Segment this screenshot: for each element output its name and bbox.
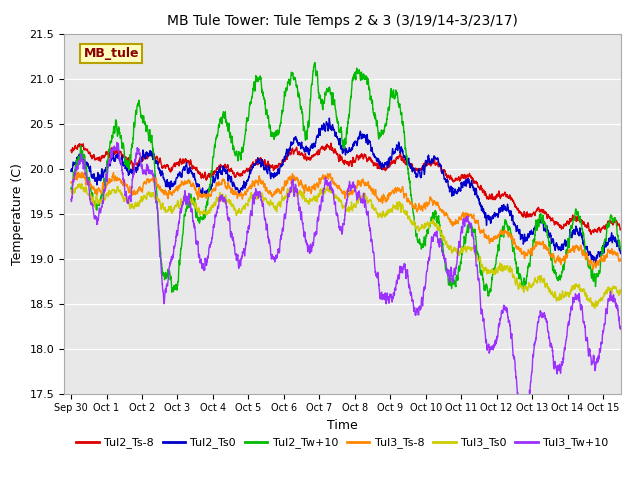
Tul3_Tw+10 xyxy=(67,196,75,202)
Tul3_Tw+10 xyxy=(516,408,524,414)
X-axis label: Time: Time xyxy=(327,419,358,432)
Tul3_Ts0 xyxy=(607,289,614,295)
Tul3_Ts-8 xyxy=(74,169,82,175)
Tul3_Tw+10 xyxy=(547,342,555,348)
Tul2_Ts-8 xyxy=(130,161,138,167)
Tul2_Tw+10 xyxy=(163,275,170,281)
Tul2_Ts0 xyxy=(547,233,555,239)
Tul3_Ts-8 xyxy=(163,190,170,196)
Tul2_Ts-8 xyxy=(327,140,335,146)
Tul2_Tw+10 xyxy=(130,124,138,130)
Tul2_Tw+10 xyxy=(607,213,614,219)
Title: MB Tule Tower: Tule Temps 2 & 3 (3/19/14-3/23/17): MB Tule Tower: Tule Temps 2 & 3 (3/19/14… xyxy=(167,14,518,28)
Tul2_Ts-8 xyxy=(278,160,285,166)
Tul2_Ts0 xyxy=(607,235,614,241)
Line: Tul3_Tw+10: Tul3_Tw+10 xyxy=(71,143,621,411)
Tul2_Tw+10 xyxy=(302,133,310,139)
Tul2_Ts-8 xyxy=(607,220,614,226)
Y-axis label: Temperature (C): Temperature (C) xyxy=(11,163,24,264)
Tul2_Ts0 xyxy=(302,145,310,151)
Tul2_Tw+10 xyxy=(67,185,75,191)
Tul3_Tw+10 xyxy=(302,237,310,243)
Tul2_Ts0 xyxy=(617,251,625,256)
Tul2_Ts0 xyxy=(67,168,75,174)
Legend: Tul2_Ts-8, Tul2_Ts0, Tul2_Tw+10, Tul3_Ts-8, Tul3_Ts0, Tul3_Tw+10: Tul2_Ts-8, Tul2_Ts0, Tul2_Tw+10, Tul3_Ts… xyxy=(72,433,613,453)
Tul3_Ts0 xyxy=(67,189,75,194)
Tul3_Ts-8 xyxy=(130,190,138,196)
Tul3_Ts-8 xyxy=(617,257,625,263)
Line: Tul2_Ts0: Tul2_Ts0 xyxy=(71,118,621,264)
Tul2_Tw+10 xyxy=(311,60,319,65)
Tul3_Ts0 xyxy=(591,306,598,312)
Tul2_Ts-8 xyxy=(163,163,170,169)
Tul3_Ts0 xyxy=(617,290,625,296)
Tul2_Ts0 xyxy=(130,167,138,173)
Tul3_Tw+10 xyxy=(113,140,121,145)
Tul2_Ts0 xyxy=(592,262,600,267)
Tul3_Ts-8 xyxy=(302,183,310,189)
Tul3_Ts0 xyxy=(130,205,138,211)
Tul2_Ts-8 xyxy=(588,231,595,237)
Tul3_Tw+10 xyxy=(130,171,138,177)
Tul2_Tw+10 xyxy=(617,247,625,252)
Tul2_Ts-8 xyxy=(617,226,625,232)
Text: MB_tule: MB_tule xyxy=(83,47,139,60)
Tul2_Tw+10 xyxy=(484,293,492,299)
Line: Tul2_Ts-8: Tul2_Ts-8 xyxy=(71,143,621,234)
Tul3_Ts-8 xyxy=(278,186,286,192)
Tul2_Tw+10 xyxy=(547,256,555,262)
Line: Tul3_Ts0: Tul3_Ts0 xyxy=(71,184,621,309)
Tul2_Ts0 xyxy=(163,184,170,190)
Tul3_Ts0 xyxy=(278,195,286,201)
Tul2_Ts-8 xyxy=(67,147,75,153)
Tul2_Tw+10 xyxy=(278,111,285,117)
Tul3_Ts0 xyxy=(302,198,310,204)
Tul2_Ts-8 xyxy=(547,218,555,224)
Tul3_Ts-8 xyxy=(547,252,555,258)
Line: Tul2_Tw+10: Tul2_Tw+10 xyxy=(71,62,621,296)
Tul3_Tw+10 xyxy=(163,282,170,288)
Tul3_Tw+10 xyxy=(607,289,614,295)
Tul3_Tw+10 xyxy=(617,326,625,332)
Tul3_Ts-8 xyxy=(607,248,614,254)
Tul3_Ts0 xyxy=(547,290,555,296)
Line: Tul3_Ts-8: Tul3_Ts-8 xyxy=(71,172,621,269)
Tul3_Tw+10 xyxy=(278,228,286,234)
Tul3_Ts0 xyxy=(163,208,170,214)
Tul2_Ts0 xyxy=(326,115,333,121)
Tul3_Ts-8 xyxy=(67,180,75,185)
Tul3_Ts-8 xyxy=(589,266,597,272)
Tul2_Ts0 xyxy=(278,161,285,167)
Tul3_Ts0 xyxy=(77,181,85,187)
Tul2_Ts-8 xyxy=(302,152,310,158)
